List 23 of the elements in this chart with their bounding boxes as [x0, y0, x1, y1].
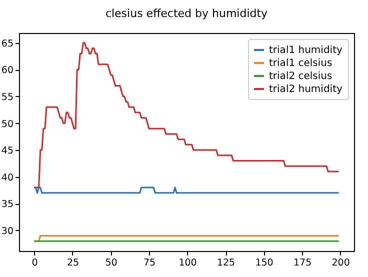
- x-tick-label: 0: [32, 258, 38, 268]
- y-tick-label: 35: [1, 199, 14, 210]
- x-tick-label: 75: [143, 258, 156, 268]
- y-tick-label: 45: [1, 146, 14, 157]
- x-tick-label: 50: [105, 258, 118, 268]
- y-tick-label: 50: [1, 118, 14, 130]
- y-tick-label: 30: [1, 226, 14, 237]
- legend-label: trial2 celsius: [269, 71, 332, 82]
- x-tick-label: 150: [255, 258, 274, 268]
- legend-label: trial1 celsius: [269, 58, 332, 69]
- line-series: [33, 42, 340, 188]
- x-tick-label: 125: [216, 258, 236, 268]
- x-tick-label: 25: [66, 258, 80, 268]
- x-tick-label: 175: [293, 258, 312, 268]
- x-tick-label: 100: [178, 258, 197, 268]
- legend-label: trial2 humidity: [269, 84, 342, 95]
- y-tick-label: 40: [1, 172, 14, 184]
- chart-title: clesius effected by humididty: [105, 7, 268, 20]
- x-tick-label: 200: [332, 258, 350, 268]
- y-tick-label: 65: [1, 38, 14, 50]
- legend-label: trial1 humidity: [269, 45, 342, 56]
- y-tick-label: 55: [1, 92, 14, 103]
- y-tick-label: 60: [1, 65, 14, 76]
